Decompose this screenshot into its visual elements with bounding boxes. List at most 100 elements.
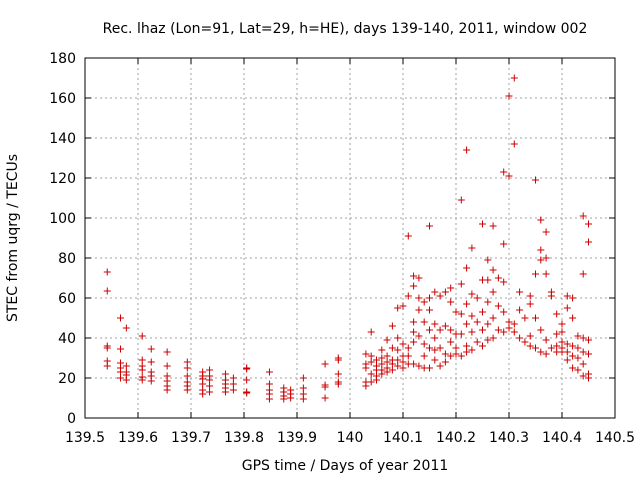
- data-point-marker: [426, 306, 433, 314]
- data-point-marker: [383, 336, 391, 344]
- x-tick-label: 139.5: [65, 430, 105, 446]
- data-point-marker: [579, 334, 587, 342]
- data-point-marker: [505, 172, 513, 180]
- data-point-marker: [468, 328, 476, 336]
- data-point-marker: [436, 344, 444, 352]
- data-point-marker: [452, 350, 460, 358]
- data-point-marker: [516, 306, 524, 314]
- data-point-marker: [399, 358, 407, 366]
- data-point-marker: [404, 344, 412, 352]
- data-point-marker: [457, 352, 465, 360]
- data-point-marker: [436, 362, 444, 370]
- data-point-marker: [221, 388, 229, 396]
- data-point-marker: [367, 378, 375, 386]
- data-point-marker: [117, 374, 125, 382]
- data-point-marker: [489, 222, 497, 230]
- x-tick-label: 139.8: [224, 430, 264, 446]
- data-point-marker: [563, 356, 571, 364]
- data-point-marker: [287, 394, 295, 402]
- data-point-marker: [299, 374, 307, 382]
- data-markers: [103, 74, 592, 403]
- data-point-marker: [479, 220, 486, 228]
- data-point-marker: [334, 356, 342, 364]
- data-point-marker: [334, 380, 342, 388]
- data-point-marker: [199, 390, 207, 398]
- data-point-marker: [452, 344, 460, 352]
- data-point-marker: [542, 254, 550, 262]
- x-tick-label: 139.7: [171, 430, 211, 446]
- data-point-marker: [574, 354, 582, 362]
- data-point-marker: [410, 272, 418, 280]
- data-point-marker: [532, 176, 539, 184]
- data-point-marker: [183, 358, 191, 366]
- data-point-marker: [334, 370, 342, 378]
- data-point-marker: [468, 290, 476, 298]
- data-point-marker: [420, 298, 428, 306]
- data-point-marker: [468, 312, 476, 320]
- data-point-marker: [420, 340, 428, 348]
- data-point-marker: [516, 288, 524, 296]
- data-point-marker: [147, 358, 155, 366]
- data-point-marker: [265, 395, 273, 403]
- data-point-marker: [526, 292, 534, 300]
- x-tick-label: 140: [337, 430, 364, 446]
- data-point-marker: [574, 332, 582, 340]
- data-point-marker: [457, 280, 465, 288]
- data-point-marker: [243, 389, 251, 397]
- data-point-marker: [299, 384, 307, 392]
- data-point-marker: [563, 292, 571, 300]
- data-point-marker: [542, 336, 550, 344]
- data-point-marker: [362, 364, 370, 372]
- y-tick-label: 0: [67, 411, 76, 427]
- data-point-marker: [489, 288, 497, 296]
- data-point-marker: [532, 270, 539, 278]
- data-point-marker: [103, 268, 111, 276]
- data-point-marker: [373, 356, 380, 364]
- data-point-marker: [426, 364, 433, 372]
- data-point-marker: [138, 356, 146, 364]
- data-point-marker: [399, 340, 407, 348]
- data-point-marker: [505, 318, 513, 326]
- data-point-marker: [473, 318, 481, 326]
- data-point-marker: [579, 270, 587, 278]
- data-point-marker: [542, 270, 550, 278]
- data-point-marker: [563, 304, 571, 312]
- data-point-marker: [362, 382, 370, 390]
- data-point-marker: [447, 284, 455, 292]
- data-point-marker: [463, 348, 471, 356]
- data-point-marker: [447, 326, 455, 334]
- data-point-marker: [394, 304, 402, 312]
- data-point-marker: [122, 324, 130, 332]
- data-point-marker: [426, 222, 433, 230]
- data-point-marker: [579, 212, 587, 220]
- data-point-marker: [383, 358, 391, 366]
- data-point-marker: [229, 374, 237, 382]
- data-point-marker: [500, 328, 508, 336]
- data-point-marker: [431, 334, 439, 342]
- data-point-marker: [463, 300, 471, 308]
- data-point-marker: [441, 288, 449, 296]
- data-point-marker: [378, 354, 386, 362]
- data-point-marker: [521, 338, 529, 346]
- data-point-marker: [138, 366, 146, 374]
- data-point-marker: [526, 332, 534, 340]
- data-point-marker: [410, 328, 418, 336]
- data-point-marker: [574, 344, 582, 352]
- data-point-marker: [526, 342, 534, 350]
- data-point-marker: [431, 356, 439, 364]
- data-point-marker: [206, 382, 214, 390]
- data-point-marker: [489, 266, 497, 274]
- data-point-marker: [404, 292, 412, 300]
- data-point-marker: [553, 342, 561, 350]
- data-point-marker: [473, 294, 481, 302]
- data-point-marker: [585, 350, 592, 358]
- data-point-marker: [147, 345, 155, 353]
- data-point-marker: [563, 340, 571, 348]
- y-tick-label: 160: [49, 91, 76, 107]
- data-point-marker: [585, 374, 592, 382]
- data-point-marker: [221, 370, 229, 378]
- x-tick-label: 140.4: [542, 430, 582, 446]
- data-point-marker: [526, 300, 534, 308]
- data-point-marker: [410, 318, 418, 326]
- data-point-marker: [468, 346, 476, 354]
